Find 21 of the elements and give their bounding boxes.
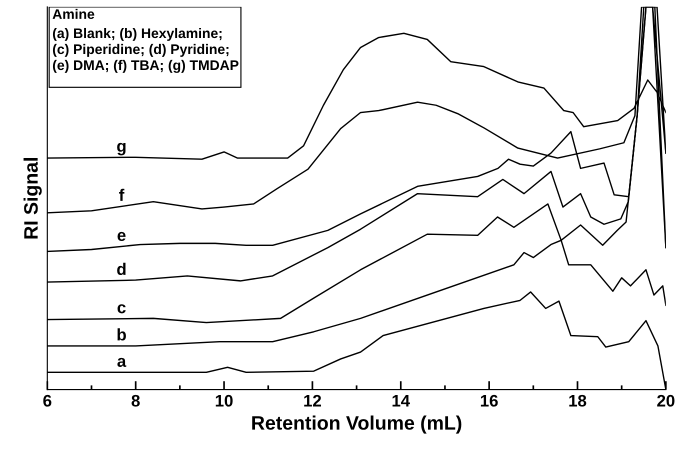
annotation: (a) Blank; (b) Hexylamine; <box>52 28 222 41</box>
series-label: b <box>118 328 126 341</box>
x-tick-label: 20 <box>657 394 674 407</box>
series-label: d <box>117 262 126 276</box>
series-label: f <box>119 188 124 201</box>
series-label: c <box>118 304 126 314</box>
x-tick-label: 8 <box>132 394 140 407</box>
annotation: (c) Piperidine; (d) Pyridine; <box>52 44 228 57</box>
x-tick-label: 16 <box>480 394 498 407</box>
annotation: Amine <box>52 8 94 20</box>
series-label: e <box>118 232 126 242</box>
x-tick-label: 14 <box>392 395 410 406</box>
x-tick-label: 18 <box>569 394 586 407</box>
series-label: a <box>117 358 126 367</box>
series-label: g <box>117 142 126 156</box>
x-tick-label: 12 <box>304 394 322 406</box>
x-tick-label: 10 <box>216 394 233 407</box>
x-tick-label: 6 <box>43 394 52 407</box>
annotation: (e) DMA; (f) TBA; (g) TMDAP <box>52 60 238 73</box>
y-axis-title: RI Signal <box>24 158 42 239</box>
x-axis-title: Retention Volume (mL) <box>252 416 462 434</box>
